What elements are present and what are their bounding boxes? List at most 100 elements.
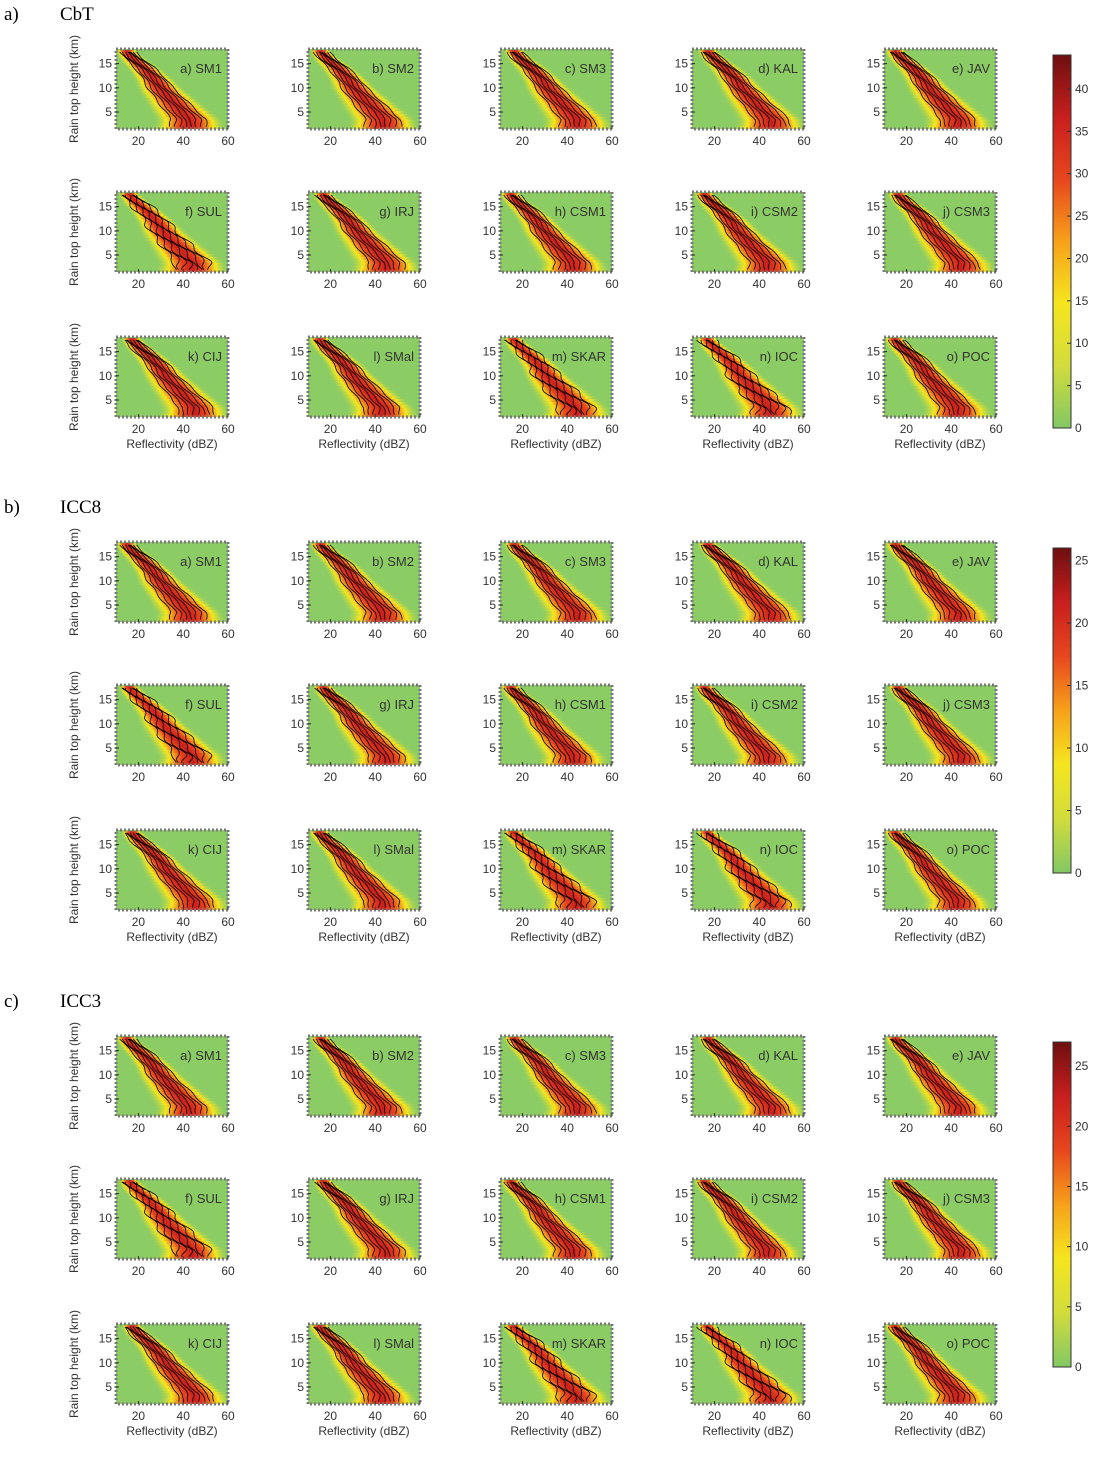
density-strip xyxy=(154,119,225,125)
y-tick-label: 15 xyxy=(675,57,689,71)
density-strip xyxy=(698,694,727,700)
contour-line xyxy=(322,194,386,270)
x-tick-label: 20 xyxy=(324,915,338,929)
contour-line xyxy=(324,1326,395,1402)
contour-line xyxy=(514,832,585,908)
density-strip xyxy=(700,1333,730,1339)
density-strip xyxy=(133,79,177,84)
contour-line xyxy=(504,832,559,908)
density-strip xyxy=(310,545,335,551)
density-strip xyxy=(730,758,804,764)
density-strip xyxy=(907,1214,954,1220)
y-tick-label: 15 xyxy=(99,200,113,214)
contour-line xyxy=(713,51,787,127)
density-strip xyxy=(320,1342,355,1347)
density-strip xyxy=(915,1229,972,1234)
x-tick-label: 40 xyxy=(561,1409,575,1423)
density-strip xyxy=(886,1330,913,1336)
x-tick-label: 20 xyxy=(708,1121,722,1135)
y-tick-label: 5 xyxy=(297,1380,304,1394)
density-strip xyxy=(693,192,716,198)
density-strip xyxy=(339,1380,401,1385)
y-tick-label: 5 xyxy=(105,886,112,900)
density-strip xyxy=(500,685,522,691)
y-tick-label: 15 xyxy=(291,1044,305,1058)
density-strip xyxy=(323,361,363,366)
contour-line xyxy=(312,544,367,620)
x-tick-label: 20 xyxy=(516,422,530,436)
x-tick-label: 20 xyxy=(708,422,722,436)
density-strip xyxy=(150,1098,216,1103)
panel-frame xyxy=(498,1322,614,1406)
contour-line xyxy=(898,1181,966,1257)
y-tick-label: 15 xyxy=(99,693,113,707)
density-strip xyxy=(921,615,995,621)
density-strip xyxy=(141,372,188,378)
density-strip xyxy=(916,738,976,743)
density-strip xyxy=(346,407,418,413)
contour-line xyxy=(320,51,382,127)
density-strip xyxy=(735,119,804,125)
density-strip xyxy=(154,889,217,894)
density-strip xyxy=(917,601,981,606)
x-tick-label: 20 xyxy=(708,627,722,641)
panel-title: k) CIJ xyxy=(188,1336,222,1351)
density-strip xyxy=(341,889,405,894)
density-strip xyxy=(345,410,419,416)
density-strip xyxy=(532,1089,592,1094)
x-tick-label: 20 xyxy=(324,422,338,436)
density-strip xyxy=(316,554,347,559)
density-strip xyxy=(344,604,409,609)
x-tick-label: 20 xyxy=(516,1121,530,1135)
colorbar-tick-label: 0 xyxy=(1075,866,1082,880)
density-strip xyxy=(720,381,774,386)
density-strip xyxy=(142,729,196,734)
contour-line xyxy=(506,194,562,270)
density-strip xyxy=(728,105,790,110)
contour-line xyxy=(900,1038,967,1114)
density-strip xyxy=(712,1211,758,1217)
contour-line xyxy=(509,194,567,270)
x-tick-label: 20 xyxy=(132,1264,146,1278)
density-strip xyxy=(507,839,536,845)
density-strip xyxy=(348,256,416,262)
contour-line xyxy=(904,1181,976,1257)
contour-line xyxy=(327,339,401,415)
density-strip xyxy=(343,909,420,910)
contour-line xyxy=(135,339,206,415)
x-tick-label: 40 xyxy=(561,627,575,641)
contour-line xyxy=(514,1326,585,1402)
contour-line xyxy=(329,1038,403,1114)
panel-frame xyxy=(498,47,614,131)
density-strip xyxy=(152,1380,214,1385)
density-strip xyxy=(153,609,223,615)
contour-line xyxy=(890,544,946,620)
contour-line xyxy=(893,1326,951,1402)
density-strip xyxy=(708,1203,748,1208)
density-strip xyxy=(697,833,722,839)
density-strip xyxy=(706,557,739,562)
density-strip xyxy=(898,70,935,75)
density-strip xyxy=(127,207,161,212)
contour-line xyxy=(329,544,403,620)
panel-frame xyxy=(690,683,806,767)
y-tick-label: 5 xyxy=(297,1235,304,1249)
density-strip xyxy=(517,1209,561,1214)
contour-line xyxy=(904,1326,976,1402)
panel-title: i) CSM2 xyxy=(751,1191,798,1206)
density-strip xyxy=(694,195,719,201)
contour-line xyxy=(520,1181,592,1257)
density-strip xyxy=(899,73,939,78)
density-strip xyxy=(899,210,934,215)
density-strip xyxy=(331,224,376,230)
contour-line xyxy=(891,687,946,763)
density-strip xyxy=(132,355,168,360)
density-strip xyxy=(136,361,175,366)
x-tick-label: 40 xyxy=(561,915,575,929)
density-strip xyxy=(345,618,420,622)
density-strip xyxy=(711,222,755,227)
contour-line xyxy=(505,339,566,415)
density-strip xyxy=(891,61,923,66)
